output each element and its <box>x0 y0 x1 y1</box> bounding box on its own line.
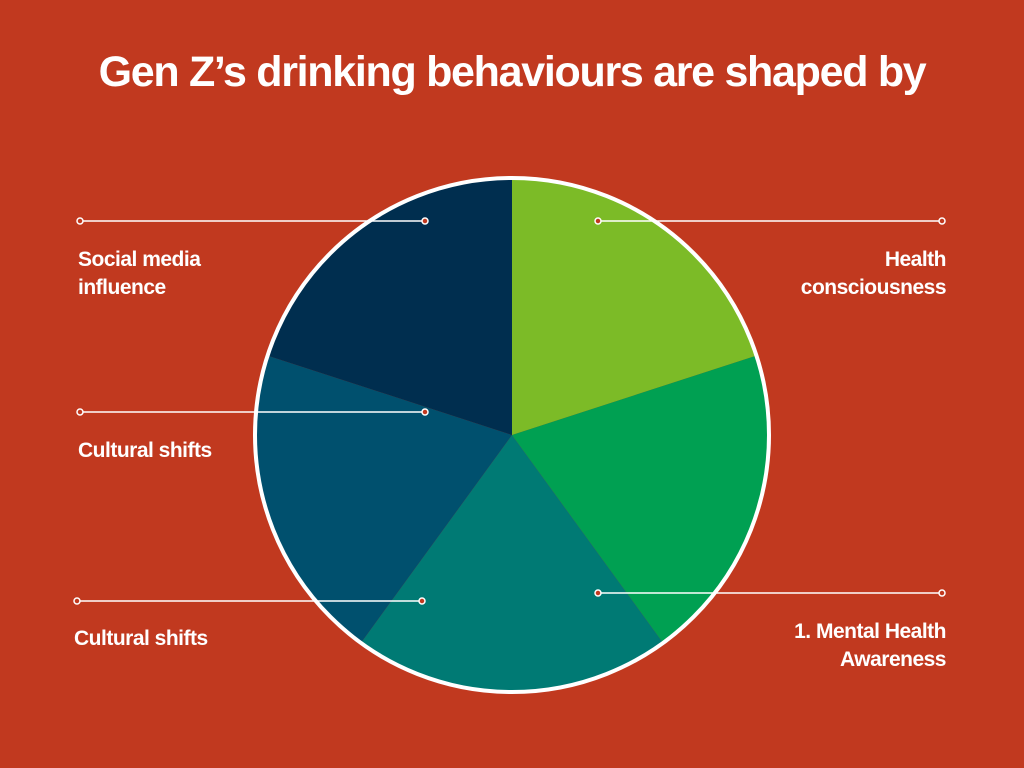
chart-title: Gen Z’s drinking behaviours are shaped b… <box>99 48 927 96</box>
pie-border <box>253 176 771 694</box>
pie-slice <box>512 178 757 435</box>
leader-dot <box>76 408 84 416</box>
leader-dot <box>421 217 429 225</box>
slice-label: Social media influence <box>78 248 201 299</box>
pie-slice <box>267 178 512 435</box>
leader-dot <box>938 589 946 597</box>
leader-dot <box>421 408 429 416</box>
leader-dot <box>594 589 602 597</box>
slice-label: Health consciousness <box>800 248 947 299</box>
pie-slice <box>512 355 769 643</box>
leader-dot <box>73 597 81 605</box>
slice-label: 1. Mental Health Awareness <box>794 620 946 671</box>
leader-dot <box>76 217 84 225</box>
leader-dot <box>594 217 602 225</box>
slice-label: Cultural shifts <box>78 439 212 462</box>
leader-dot <box>938 217 946 225</box>
leader-dot <box>418 597 426 605</box>
slice-label: Cultural shifts <box>74 627 208 650</box>
pie-slice <box>254 355 512 643</box>
pie-slice <box>360 435 664 692</box>
